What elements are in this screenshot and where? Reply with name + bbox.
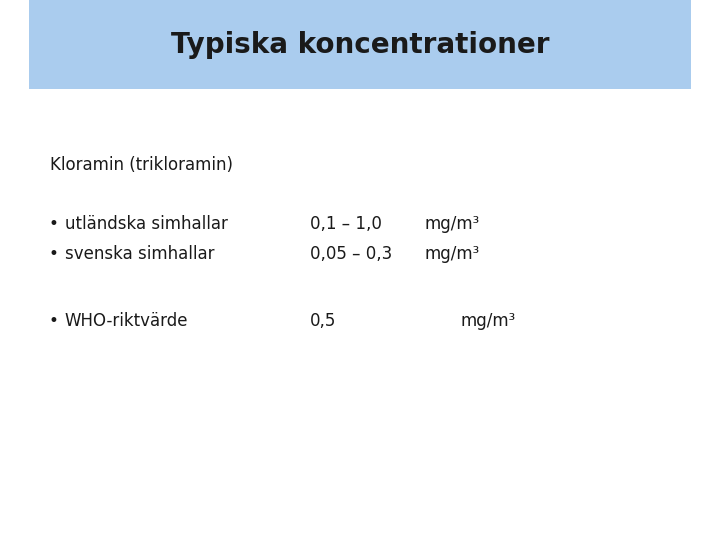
- Text: •: •: [49, 245, 59, 263]
- Text: WHO-riktvärde: WHO-riktvärde: [65, 312, 189, 330]
- Text: •: •: [49, 215, 59, 233]
- Text: Typiska koncentrationer: Typiska koncentrationer: [171, 31, 549, 58]
- Text: Kloramin (trikloramin): Kloramin (trikloramin): [50, 156, 233, 174]
- Text: 0,05 – 0,3: 0,05 – 0,3: [310, 245, 392, 263]
- Text: mg/m³: mg/m³: [425, 245, 480, 263]
- Text: mg/m³: mg/m³: [461, 312, 516, 330]
- Text: 0,1 – 1,0: 0,1 – 1,0: [310, 215, 382, 233]
- Text: •: •: [49, 312, 59, 330]
- Text: utländska simhallar: utländska simhallar: [65, 215, 228, 233]
- Text: 0,5: 0,5: [310, 312, 336, 330]
- Text: mg/m³: mg/m³: [425, 215, 480, 233]
- Bar: [29, 0, 691, 89]
- Text: svenska simhallar: svenska simhallar: [65, 245, 215, 263]
